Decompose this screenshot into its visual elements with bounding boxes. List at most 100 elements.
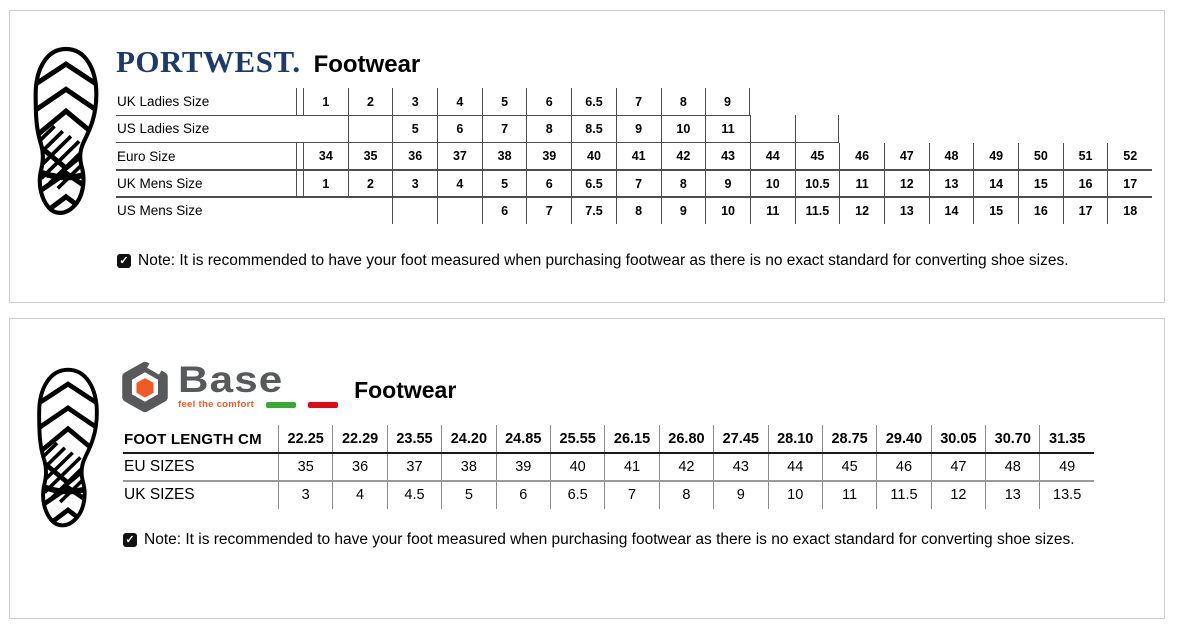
size-cell: 4 bbox=[332, 481, 386, 509]
row-label: UK SIZES bbox=[124, 486, 195, 503]
table-row: US Ladies Size 5 6 7 8 8.5 9 10 11 bbox=[116, 115, 1152, 144]
size-cell bbox=[795, 88, 840, 115]
size-cell: 13 bbox=[883, 197, 929, 225]
size-cell: 26.15 bbox=[604, 425, 658, 453]
table-row: EU SIZES 35 36 37 38 39 40 41 42 43 44 45 46 47 48 49 bbox=[123, 453, 1094, 482]
size-cell: 7 bbox=[481, 115, 527, 143]
row-label: FOOT LENGTH CM bbox=[124, 430, 262, 448]
size-cell: 6 bbox=[437, 115, 482, 143]
size-cell: 6.5 bbox=[571, 88, 616, 116]
size-cell: 7 bbox=[615, 169, 661, 198]
row-label: EU SIZES bbox=[124, 458, 195, 475]
size-cell: 8 bbox=[526, 115, 571, 143]
size-cell: 9 bbox=[615, 115, 661, 143]
size-cell: 5 bbox=[481, 169, 527, 198]
size-cell: 25.55 bbox=[549, 425, 604, 453]
table-row: Euro Size 34 35 36 37 38 39 40 41 42 43 44 45 46 47 48 4… bbox=[116, 142, 1153, 171]
portwest-footwear-title: Footwear bbox=[313, 51, 421, 78]
size-cell: 49 bbox=[1039, 453, 1093, 481]
row-label: US Ladies Size bbox=[117, 121, 210, 137]
size-cell: 7 bbox=[615, 88, 661, 116]
size-cell: 49 bbox=[973, 142, 1018, 170]
size-cell: 10 bbox=[705, 197, 750, 225]
size-cell: 5 bbox=[392, 115, 437, 143]
size-cell: 36 bbox=[392, 142, 437, 170]
row-label: Euro Size bbox=[116, 142, 297, 170]
size-cell: 12 bbox=[930, 481, 985, 509]
size-cell: 13 bbox=[928, 169, 974, 198]
size-cell: 11.5 bbox=[876, 481, 930, 509]
table-row: UK Mens Size 1 2 3 4 5 6 6.5 7 8 9 10 10.5 11 12 13 14 15… bbox=[116, 169, 1153, 198]
size-cell: 7 bbox=[526, 197, 571, 225]
size-cell: 29.40 bbox=[876, 425, 930, 453]
size-cell: 23.55 bbox=[386, 425, 441, 453]
size-cell: 14 bbox=[973, 169, 1018, 198]
size-cell: 11.5 bbox=[794, 197, 840, 225]
size-cell: 24.20 bbox=[441, 425, 495, 453]
size-cell: 2 bbox=[347, 169, 393, 198]
size-cell bbox=[929, 88, 974, 115]
portwest-header: PORTWEST. Footwear bbox=[116, 45, 420, 79]
portwest-size-chart-panel: PORTWEST. Footwear UK Ladies Size 1 2 3 4 5 6 6… bbox=[9, 10, 1165, 303]
size-cell: 6 bbox=[526, 88, 571, 116]
size-cell: 22.29 bbox=[332, 425, 386, 453]
size-cell: 5 bbox=[481, 88, 527, 116]
size-cell: 2 bbox=[347, 88, 393, 116]
size-cell: 9 bbox=[705, 88, 750, 116]
bootprint-svg bbox=[33, 46, 99, 215]
table-row: UK SIZES 3 4 4.5 5 6 6.5 7 8 9 10 11 11.5 12 13 13.5 bbox=[123, 481, 1094, 509]
size-cell: 11 bbox=[705, 115, 750, 143]
size-cell bbox=[1107, 88, 1152, 115]
row-label: UK Mens Size bbox=[116, 169, 297, 198]
base-footwear-title: Footwear bbox=[354, 377, 457, 403]
portwest-note: ✓ Note: It is recommended to have your f… bbox=[117, 252, 1069, 270]
base-wordmark: Base feel the comfort bbox=[178, 361, 339, 410]
size-cell bbox=[973, 115, 1018, 142]
table-row: FOOT LENGTH CM 22.25 22.29 23.55 24.20 24.85 2… bbox=[123, 425, 1094, 454]
row-divider bbox=[123, 452, 1094, 454]
size-cell: 44 bbox=[749, 142, 795, 170]
size-cell: 4.5 bbox=[386, 481, 441, 509]
size-cell: 39 bbox=[526, 142, 571, 170]
note-text: Note: It is recommended to have your foo… bbox=[138, 252, 1069, 269]
table-row: UK Ladies Size 1 2 3 4 5 6 6.5 7 8 9 bbox=[116, 88, 1152, 117]
size-cell: 8 bbox=[660, 88, 706, 116]
size-cell: 40 bbox=[549, 453, 604, 481]
size-cell: 13.5 bbox=[1039, 481, 1093, 509]
size-cell: 50 bbox=[1018, 142, 1063, 170]
size-cell: 4 bbox=[437, 169, 482, 198]
bootprint-icon bbox=[29, 365, 107, 553]
size-cell: 22.25 bbox=[278, 425, 332, 453]
base-note: ✓ Note: It is recommended to have your f… bbox=[123, 531, 1075, 549]
row-label: US Mens Size bbox=[117, 203, 203, 219]
size-cell: 11 bbox=[839, 169, 884, 198]
size-cell: 9 bbox=[705, 169, 750, 198]
size-cell bbox=[884, 88, 929, 115]
size-cell bbox=[839, 115, 884, 142]
size-cell: 45 bbox=[794, 142, 840, 170]
size-cell: 6 bbox=[526, 169, 571, 198]
size-cell: 12 bbox=[839, 197, 884, 225]
size-cell: 1 bbox=[303, 88, 348, 116]
size-cell bbox=[750, 88, 795, 115]
size-cell: 42 bbox=[660, 142, 706, 170]
size-cell: 38 bbox=[481, 142, 527, 170]
size-cell: 41 bbox=[604, 453, 658, 481]
size-cell: 27.45 bbox=[713, 425, 767, 453]
size-cell: 16 bbox=[1062, 169, 1108, 198]
size-cell: 9 bbox=[660, 197, 706, 225]
size-cell: 48 bbox=[928, 142, 974, 170]
size-cell bbox=[347, 115, 393, 143]
size-cell: 10 bbox=[767, 481, 822, 509]
size-cell: 12 bbox=[883, 169, 929, 198]
row-divider bbox=[123, 480, 1094, 482]
row-divider bbox=[116, 141, 840, 144]
size-cell: 35 bbox=[278, 453, 332, 481]
base-logo: Base bbox=[178, 359, 284, 400]
size-cell: 41 bbox=[615, 142, 661, 170]
size-cell bbox=[1107, 115, 1152, 142]
size-cell bbox=[839, 88, 884, 115]
size-cell: 15 bbox=[1018, 169, 1063, 198]
row-divider bbox=[116, 196, 1153, 198]
base-tagline: feel the comfort bbox=[178, 399, 255, 410]
